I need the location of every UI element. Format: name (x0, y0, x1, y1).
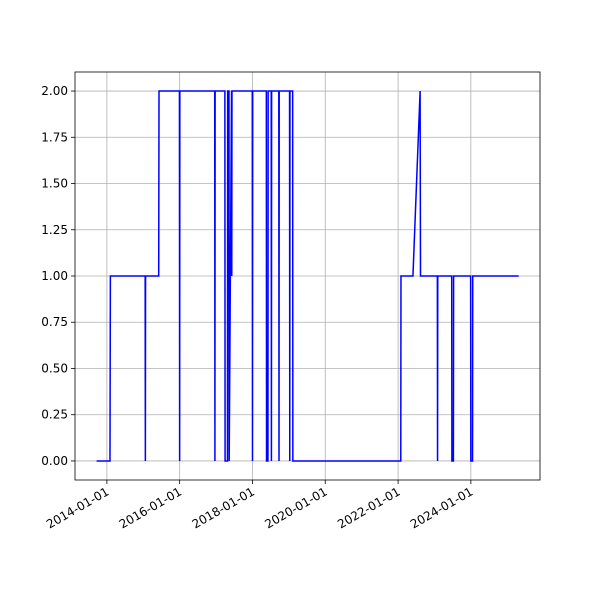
y-tick-label: 2.00 (41, 84, 68, 98)
y-tick-label: 1.00 (41, 269, 68, 283)
y-tick-label: 1.75 (41, 130, 68, 144)
y-tick-label: 0.50 (41, 361, 68, 375)
y-tick-label: 0.75 (41, 315, 68, 329)
data-line (96, 90, 519, 462)
y-tick-label: 1.50 (41, 177, 68, 191)
y-tick-label: 0.00 (41, 454, 68, 468)
y-tick-label: 1.25 (41, 223, 68, 237)
y-tick-label: 0.25 (41, 408, 68, 422)
plot-frame (74, 71, 541, 481)
